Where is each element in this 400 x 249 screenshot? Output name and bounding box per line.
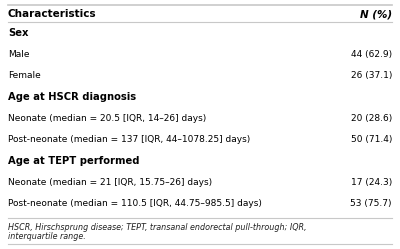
Text: Age at TEPT performed: Age at TEPT performed — [8, 156, 140, 166]
Text: Characteristics: Characteristics — [8, 9, 97, 19]
Text: 50 (71.4): 50 (71.4) — [351, 135, 392, 144]
Text: Post-neonate (median = 137 [IQR, 44–1078.25] days): Post-neonate (median = 137 [IQR, 44–1078… — [8, 135, 250, 144]
Text: 17 (24.3): 17 (24.3) — [351, 178, 392, 187]
Text: Female: Female — [8, 71, 41, 80]
Text: 44 (62.9): 44 (62.9) — [351, 50, 392, 59]
Text: interquartile range.: interquartile range. — [8, 232, 86, 241]
Text: HSCR, Hirschsprung disease; TEPT, transanal endorectal pull-through; IQR,: HSCR, Hirschsprung disease; TEPT, transa… — [8, 223, 306, 232]
Text: Neonate (median = 21 [IQR, 15.75–26] days): Neonate (median = 21 [IQR, 15.75–26] day… — [8, 178, 212, 187]
Text: 20 (28.6): 20 (28.6) — [351, 114, 392, 123]
Text: Age at HSCR diagnosis: Age at HSCR diagnosis — [8, 92, 136, 102]
Text: Post-neonate (median = 110.5 [IQR, 44.75–985.5] days): Post-neonate (median = 110.5 [IQR, 44.75… — [8, 199, 262, 208]
Text: Male: Male — [8, 50, 30, 59]
Text: 53 (75.7): 53 (75.7) — [350, 199, 392, 208]
Text: Sex: Sex — [8, 28, 28, 38]
Text: 26 (37.1): 26 (37.1) — [351, 71, 392, 80]
Text: Neonate (median = 20.5 [IQR, 14–26] days): Neonate (median = 20.5 [IQR, 14–26] days… — [8, 114, 206, 123]
Text: N (%): N (%) — [360, 9, 392, 19]
